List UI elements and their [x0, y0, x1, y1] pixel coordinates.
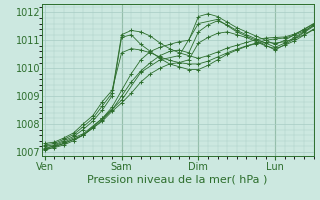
X-axis label: Pression niveau de la mer( hPa ): Pression niveau de la mer( hPa ) [87, 174, 268, 184]
